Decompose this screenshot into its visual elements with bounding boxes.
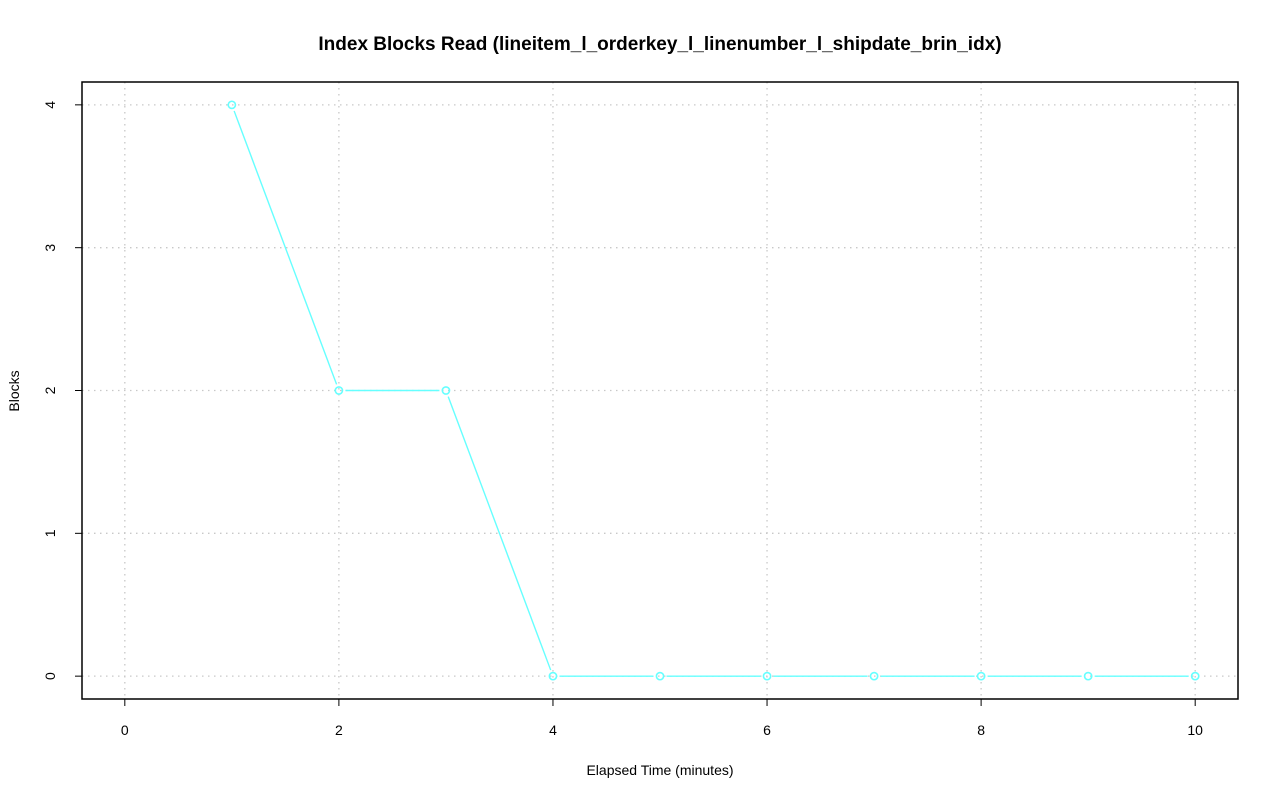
data-point [762, 671, 772, 681]
x-tick-label: 4 [549, 722, 557, 738]
series-segment [447, 396, 552, 671]
series-segment [233, 110, 338, 385]
data-point [441, 386, 451, 395]
y-axis-label: Blocks [6, 370, 22, 411]
data-point [548, 671, 558, 681]
x-tick-label: 8 [977, 722, 985, 738]
y-tick-label: 2 [42, 386, 58, 394]
data-point [1190, 671, 1200, 681]
x-tick-label: 10 [1187, 722, 1203, 738]
chart-title: Index Blocks Read (lineitem_l_orderkey_l… [318, 34, 1001, 55]
ticks: 0 2 4 6 8 10 0 1 2 3 4 [42, 101, 1203, 738]
data-point [655, 671, 665, 681]
data-point [869, 671, 879, 681]
data-point [227, 100, 237, 110]
series-layer [227, 100, 1200, 681]
x-tick-label: 0 [121, 722, 129, 738]
y-tick-label: 1 [42, 529, 58, 537]
y-tick-label: 3 [42, 244, 58, 252]
data-point [1083, 671, 1093, 681]
x-tick-label: 6 [763, 722, 771, 738]
y-tick-label: 4 [42, 101, 58, 109]
data-point [976, 671, 986, 681]
x-tick-label: 2 [335, 722, 343, 738]
grid [82, 82, 1238, 699]
x-axis-label: Elapsed Time (minutes) [586, 762, 733, 778]
data-point [334, 386, 344, 395]
y-tick-label: 0 [42, 672, 58, 680]
